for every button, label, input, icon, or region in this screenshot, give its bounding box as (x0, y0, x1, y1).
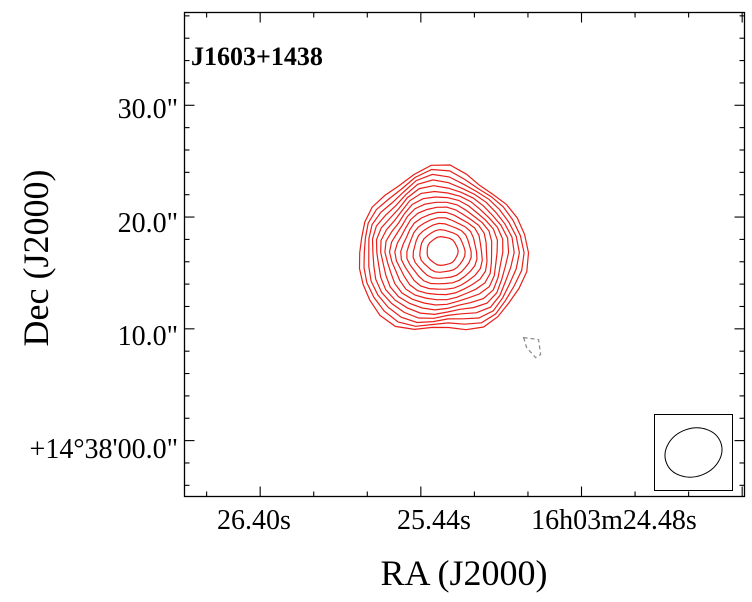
contour-level-8 (388, 201, 493, 301)
y-axis-label: Dec (J2000) (16, 170, 56, 347)
y-tick-labels: 30.0" 20.0" 10.0" +14°38'00.0" (30, 94, 178, 465)
x-tick-label-24-48s: 16h03m24.48s (531, 505, 697, 536)
source-label: J1603+1438 (191, 42, 323, 71)
y-tick-label-20: 20.0" (118, 208, 178, 239)
x-tick-label-26-40s: 26.40s (217, 505, 291, 536)
contour-level-10 (400, 211, 483, 290)
beam-ellipse (664, 427, 723, 478)
contour-level-13 (419, 228, 466, 273)
y-tick-label-30: 30.0" (118, 94, 178, 125)
source-contours (358, 164, 530, 331)
plot-frame (183, 11, 746, 498)
negative-contour (522, 336, 542, 359)
x-axis-label: RA (J2000) (380, 553, 547, 593)
contour-level-7 (384, 196, 499, 306)
x-tick-labels: 26.40s 25.44s 16h03m24.48s (217, 505, 697, 536)
contour-level-9 (394, 206, 488, 296)
contour-level-12 (412, 222, 472, 279)
contour-level-3 (368, 173, 521, 324)
contour-level-14 (426, 235, 459, 267)
x-tick-label-25-44s: 25.44s (397, 505, 471, 536)
y-tick-label-10: 10.0" (118, 321, 178, 352)
contour-level-5 (375, 185, 510, 316)
contour-level-6 (380, 190, 504, 311)
contour-level-2 (363, 168, 525, 327)
beam-box (654, 414, 733, 491)
axis-ticks (184, 12, 745, 497)
negative-contour-layer (522, 336, 542, 359)
contour-level-1 (358, 164, 530, 331)
contour-level-4 (371, 179, 515, 319)
beam-frame (654, 414, 733, 491)
y-tick-label-00: +14°38'00.0" (30, 434, 178, 465)
contour-level-11 (406, 217, 478, 285)
